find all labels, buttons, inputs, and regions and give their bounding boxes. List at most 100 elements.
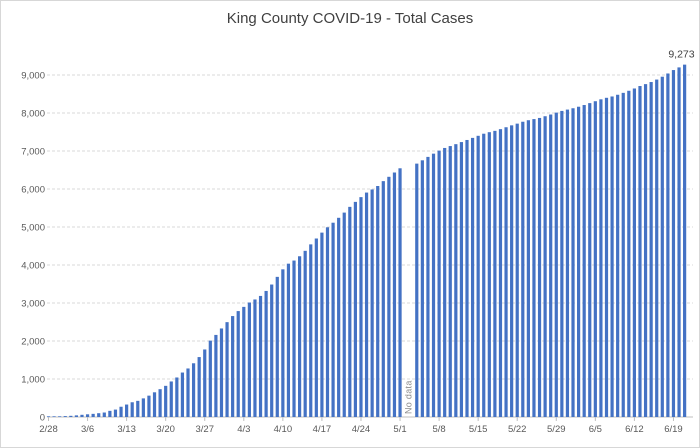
bar <box>431 153 436 417</box>
bar <box>370 189 374 417</box>
bar <box>203 349 207 417</box>
bar <box>80 414 84 417</box>
last-value-label: 9,273 <box>668 49 694 61</box>
bar <box>454 144 458 417</box>
bar <box>186 368 190 417</box>
bar <box>420 160 424 417</box>
bar <box>638 86 642 418</box>
bar <box>231 316 235 417</box>
bar <box>498 129 503 417</box>
chart-title: King County COVID-19 - Total Cases <box>226 10 474 27</box>
y-tick-label: 6,000 <box>21 185 45 196</box>
bar <box>164 385 168 417</box>
y-tick-label: 7,000 <box>21 147 45 158</box>
bar <box>147 395 151 417</box>
bar <box>108 410 112 417</box>
bar <box>537 117 542 417</box>
bar <box>74 415 78 417</box>
y-tick-label: 3,000 <box>21 299 45 310</box>
bar <box>643 84 648 418</box>
y-tick-label: 9,000 <box>21 71 45 82</box>
bar <box>136 400 140 417</box>
bar <box>348 206 352 417</box>
bar <box>85 414 90 417</box>
bar <box>303 250 307 417</box>
bar <box>588 103 592 418</box>
x-tick-label: 4/3 <box>237 424 250 435</box>
bar <box>666 73 670 417</box>
bar <box>487 132 491 417</box>
bar <box>470 137 475 417</box>
bar <box>58 416 62 417</box>
bar <box>443 147 447 417</box>
x-tick-label: 5/15 <box>469 424 488 435</box>
bar <box>236 311 240 417</box>
bar <box>69 415 73 417</box>
bar <box>242 306 246 417</box>
bar <box>158 389 162 417</box>
bar <box>141 398 145 417</box>
x-tick-label: 3/6 <box>81 424 94 435</box>
bar <box>448 146 452 417</box>
bar <box>314 238 318 417</box>
bar <box>130 402 134 417</box>
bar <box>152 392 157 417</box>
bar <box>459 142 464 417</box>
bar <box>465 139 469 418</box>
bar <box>331 222 335 417</box>
bar <box>398 168 402 417</box>
bar <box>476 135 480 418</box>
bar <box>281 269 285 417</box>
bar <box>532 119 536 417</box>
bar <box>325 227 330 417</box>
bar <box>214 334 218 417</box>
x-tick-label: 3/20 <box>156 424 175 435</box>
y-tick-label: 4,000 <box>21 261 45 272</box>
x-tick-label: 3/13 <box>117 424 136 435</box>
bar <box>376 186 380 417</box>
bar <box>270 284 274 417</box>
bar <box>549 114 553 418</box>
bar <box>91 413 95 417</box>
bar <box>286 263 291 417</box>
bar <box>320 232 324 417</box>
x-tick-label: 6/5 <box>589 424 602 435</box>
y-tick-label: 0 <box>40 413 45 424</box>
x-tick-label: 4/17 <box>313 424 332 435</box>
bar <box>577 106 581 417</box>
bar <box>247 302 251 417</box>
y-tick-label: 1,000 <box>21 375 45 386</box>
bar <box>565 109 570 417</box>
bar <box>504 127 508 417</box>
bar <box>169 381 173 417</box>
bar <box>258 295 263 417</box>
bar <box>353 201 357 417</box>
bar <box>515 123 519 417</box>
bar <box>437 150 441 417</box>
bar <box>560 110 564 417</box>
x-tick-label: 6/12 <box>625 424 644 435</box>
bar <box>125 404 129 417</box>
bar <box>225 322 229 417</box>
bar <box>655 79 659 417</box>
y-tick-label: 2,000 <box>21 337 45 348</box>
bar <box>119 406 123 417</box>
x-tick-label: 5/22 <box>508 424 527 435</box>
bar <box>52 416 56 417</box>
bar <box>337 217 341 417</box>
bar <box>392 172 397 417</box>
x-tick-label: 5/1 <box>393 424 406 435</box>
bar <box>275 276 279 417</box>
bar <box>359 197 363 417</box>
bar <box>526 120 530 417</box>
bar <box>415 163 419 417</box>
bar <box>426 156 430 417</box>
bar <box>510 125 514 417</box>
bar <box>180 372 185 417</box>
bar <box>191 363 196 417</box>
y-tick-label: 5,000 <box>21 223 45 234</box>
bar <box>521 121 525 418</box>
bar <box>309 244 313 417</box>
